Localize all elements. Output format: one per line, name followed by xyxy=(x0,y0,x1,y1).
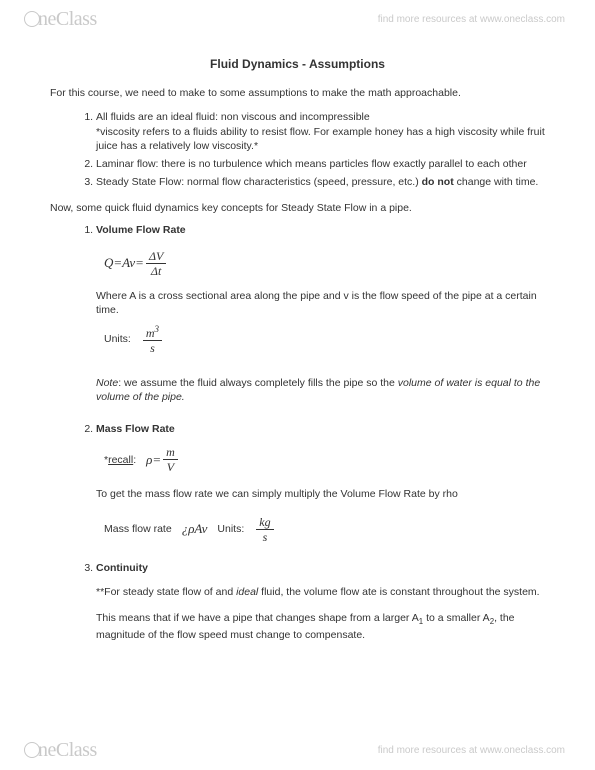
assumptions-list: All fluids are an ideal fluid: non visco… xyxy=(90,110,545,189)
document-body: Fluid Dynamics - Assumptions For this co… xyxy=(0,0,595,700)
units-sup: 3 xyxy=(155,324,160,334)
logo-text-class: Class xyxy=(56,8,97,30)
recall-text: recall xyxy=(108,454,133,466)
fraction-icon: ΔV Δt xyxy=(146,250,166,277)
section-title: Volume Flow Rate xyxy=(96,223,545,237)
recall-colon: : xyxy=(133,454,136,466)
note-mid: : we assume the fluid always completely … xyxy=(118,377,398,389)
note-paragraph: Note: we assume the fluid always complet… xyxy=(96,376,545,404)
text-part: **For steady state flow of and xyxy=(96,586,236,598)
units-fraction: kg s xyxy=(256,516,273,543)
units-fraction: m3 s xyxy=(143,325,162,354)
fraction-numerator: ΔV xyxy=(146,250,166,264)
recall-label: *recall: xyxy=(104,453,136,467)
header-tagline: find more resources at www.oneclass.com xyxy=(378,13,565,27)
equation-volume-flow: Q=Av= ΔV Δt xyxy=(104,250,545,277)
logo-text-one: ne xyxy=(38,8,56,30)
concept-mass-flow-rate: Mass Flow Rate *recall: ρ= m V To get th… xyxy=(96,422,545,542)
assumption-item: Laminar flow: there is no turbulence whi… xyxy=(96,157,545,171)
units-base: m xyxy=(146,326,155,340)
units-row: Units: m3 s xyxy=(104,325,545,354)
section-title: Continuity xyxy=(96,561,545,575)
text-part: This means that if we have a pipe that c… xyxy=(96,612,419,624)
fraction-numerator: kg xyxy=(256,516,273,530)
equation-lhs: Q=Av= xyxy=(104,254,144,272)
assumption-note: *viscosity refers to a fluids ability to… xyxy=(96,126,545,152)
bridge-paragraph: Now, some quick fluid dynamics key conce… xyxy=(50,201,545,215)
fraction-numerator: m3 xyxy=(143,325,162,341)
intro-paragraph: For this course, we need to make to some… xyxy=(50,86,545,100)
continuity-line-1: **For steady state flow of and ideal flu… xyxy=(96,585,545,599)
section-title: Mass Flow Rate xyxy=(96,422,545,436)
text-italic: ideal xyxy=(236,586,258,598)
page-header: neClass find more resources at www.onecl… xyxy=(0,0,595,39)
assumption-item: Steady State Flow: normal flow character… xyxy=(96,175,545,189)
assumption-text: Steady State Flow: normal flow character… xyxy=(96,176,422,188)
explain-paragraph: Where A is a cross sectional area along … xyxy=(96,289,545,317)
text-part: fluid, the volume flow ate is constant t… xyxy=(258,586,539,598)
explain-paragraph: To get the mass flow rate we can simply … xyxy=(96,487,545,501)
equation-lhs: ρ= xyxy=(146,451,161,469)
fraction-denominator: s xyxy=(260,530,271,543)
brand-logo: neClass xyxy=(24,737,97,764)
brand-logo: neClass xyxy=(24,6,97,33)
equation-mfr: ¿ρAv xyxy=(182,520,208,538)
concept-continuity: Continuity **For steady state flow of an… xyxy=(96,561,545,642)
logo-text-class: Class xyxy=(56,739,97,761)
equation-density: ρ= m V xyxy=(146,446,180,473)
fraction-denominator: Δt xyxy=(148,264,164,277)
page-footer: neClass find more resources at www.onecl… xyxy=(0,731,595,770)
page-title: Fluid Dynamics - Assumptions xyxy=(50,56,545,72)
text-part: to a smaller A xyxy=(423,612,490,624)
concepts-list: Volume Flow Rate Q=Av= ΔV Δt Where A is … xyxy=(90,223,545,641)
concept-volume-flow-rate: Volume Flow Rate Q=Av= ΔV Δt Where A is … xyxy=(96,223,545,404)
assumption-text: change with time. xyxy=(454,176,539,188)
assumption-bold: do not xyxy=(422,176,454,188)
units-label: Units: xyxy=(104,332,131,346)
logo-text-one: ne xyxy=(38,739,56,761)
mass-flow-row: Mass flow rate ¿ρAv Units: kg s xyxy=(104,516,545,543)
fraction-denominator: V xyxy=(164,460,177,473)
assumption-item: All fluids are an ideal fluid: non visco… xyxy=(96,110,545,153)
assumption-text: All fluids are an ideal fluid: non visco… xyxy=(96,111,370,123)
fraction-numerator: m xyxy=(163,446,178,460)
assumption-text: Laminar flow: there is no turbulence whi… xyxy=(96,158,527,170)
footer-tagline: find more resources at www.oneclass.com xyxy=(378,744,565,758)
continuity-line-2: This means that if we have a pipe that c… xyxy=(96,611,545,642)
fraction-icon: m V xyxy=(163,446,178,473)
units-label: Units: xyxy=(217,522,244,536)
fraction-denominator: s xyxy=(147,341,158,354)
mfr-label: Mass flow rate xyxy=(104,522,172,536)
note-lead: Note xyxy=(96,377,118,389)
recall-row: *recall: ρ= m V xyxy=(104,446,545,473)
